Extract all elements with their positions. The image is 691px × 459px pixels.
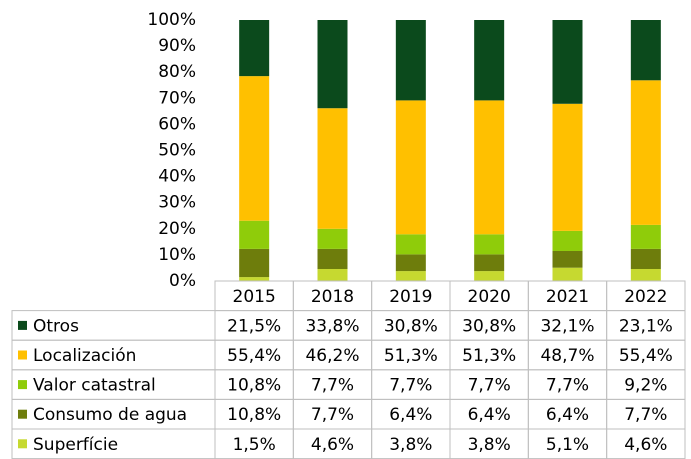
bar-segment: [317, 228, 348, 249]
y-tick-label: 60%: [158, 114, 196, 134]
bar-segment: [395, 254, 426, 272]
table-value: 55,4%: [227, 346, 281, 366]
bar-segment: [317, 108, 348, 229]
table-value: 33,8%: [305, 316, 359, 336]
bar-segment: [630, 268, 661, 281]
table-value: 30,8%: [462, 316, 516, 336]
legend-label: Otros: [33, 316, 79, 336]
bar-segment: [317, 248, 348, 269]
legend-swatch: [18, 350, 27, 360]
x-tick-label: 2021: [546, 287, 589, 307]
table-value: 5,1%: [546, 435, 589, 455]
table-value: 46,2%: [305, 346, 359, 366]
x-tick-label: 2020: [468, 287, 511, 307]
bar-segment: [239, 76, 270, 221]
bar-segment: [395, 20, 426, 101]
bar-segment: [552, 250, 583, 268]
bar-segment: [239, 277, 270, 281]
bar-segment: [630, 20, 661, 81]
bar-segment: [552, 267, 583, 281]
table-value: 7,7%: [624, 405, 667, 425]
table-value: 7,7%: [311, 376, 354, 396]
table-value: 6,4%: [389, 405, 432, 425]
bar-segment: [552, 230, 583, 251]
y-tick-label: 90%: [158, 36, 196, 56]
y-tick-label: 50%: [158, 141, 196, 161]
legend-swatch: [18, 380, 27, 390]
y-tick-label: 100%: [147, 10, 196, 30]
table-value: 3,8%: [389, 435, 432, 455]
table-value: 10,8%: [227, 405, 281, 425]
table-value: 3,8%: [468, 435, 511, 455]
bar-segment: [395, 271, 426, 281]
y-tick-label: 30%: [158, 193, 196, 213]
legend-swatch: [18, 409, 27, 419]
bar-segment: [630, 80, 661, 225]
table-value: 7,7%: [311, 405, 354, 425]
legend-swatch: [18, 439, 27, 449]
legend-label: Superfície: [33, 435, 118, 455]
bar-segment: [474, 234, 505, 255]
table-value: 7,7%: [546, 376, 589, 396]
bar-segment: [630, 224, 661, 249]
legend-label: Localización: [33, 346, 136, 366]
table-value: 23,1%: [619, 316, 673, 336]
bar-segment: [239, 220, 270, 249]
table-value: 51,3%: [462, 346, 516, 366]
bar-segment: [552, 103, 583, 231]
bar-segment: [552, 20, 583, 104]
x-tick-label: 2019: [389, 287, 432, 307]
table-value: 7,7%: [389, 376, 432, 396]
y-tick-label: 70%: [158, 88, 196, 108]
y-tick-label: 0%: [169, 271, 196, 291]
bar-segment: [474, 254, 505, 272]
table-value: 48,7%: [540, 346, 594, 366]
bar-segment: [630, 248, 661, 269]
table-value: 30,8%: [384, 316, 438, 336]
legend-label: Consumo de agua: [33, 405, 187, 425]
legend-swatch: [18, 320, 27, 330]
table-value: 32,1%: [540, 316, 594, 336]
legend-label: Valor catastral: [33, 376, 156, 396]
bar-segment: [395, 234, 426, 255]
table-value: 55,4%: [619, 346, 673, 366]
x-tick-label: 2018: [311, 287, 354, 307]
bar-segment: [474, 20, 505, 101]
table-value: 10,8%: [227, 376, 281, 396]
table-value: 7,7%: [468, 376, 511, 396]
table-value: 21,5%: [227, 316, 281, 336]
bar-segment: [474, 271, 505, 281]
x-tick-label: 2022: [624, 287, 667, 307]
table-value: 4,6%: [311, 435, 354, 455]
table-value: 6,4%: [546, 405, 589, 425]
y-tick-label: 80%: [158, 62, 196, 82]
table-value: 9,2%: [624, 376, 667, 396]
bar-segment: [239, 20, 270, 77]
bar-segment: [395, 100, 426, 235]
bar-segment: [317, 20, 348, 109]
table-value: 1,5%: [233, 435, 276, 455]
y-tick-label: 10%: [158, 245, 196, 265]
table-value: 51,3%: [384, 346, 438, 366]
y-tick-label: 40%: [158, 167, 196, 187]
bar-segment: [239, 248, 270, 278]
bar-segment: [317, 268, 348, 281]
table-value: 4,6%: [624, 435, 667, 455]
x-tick-label: 2015: [233, 287, 276, 307]
y-tick-label: 20%: [158, 219, 196, 239]
table-value: 6,4%: [468, 405, 511, 425]
bar-segment: [474, 100, 505, 235]
